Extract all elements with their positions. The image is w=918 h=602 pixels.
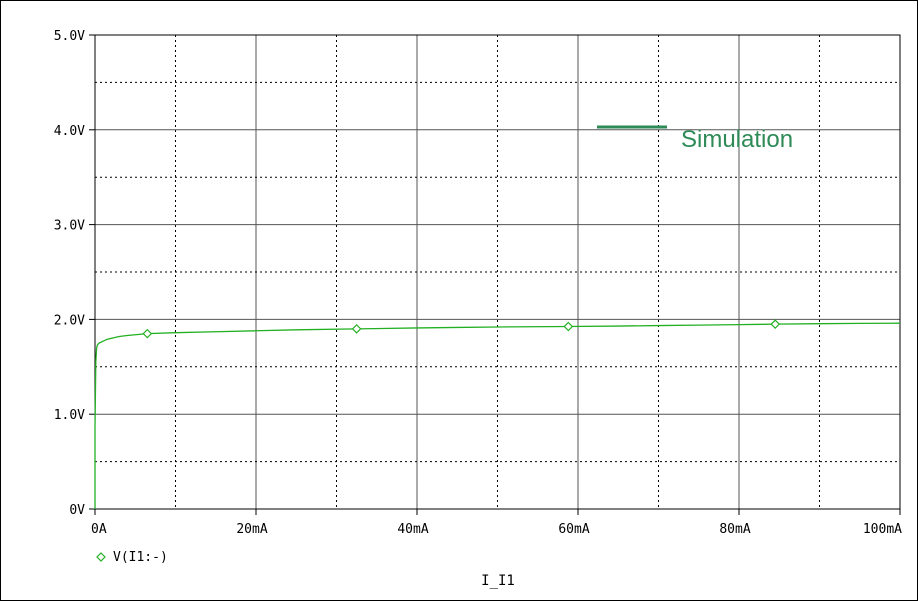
y-tick-label: 4.0V <box>54 124 85 139</box>
y-tick-label: 3.0V <box>54 219 85 234</box>
x-tick-label: 100mA <box>863 522 902 537</box>
series-line <box>94 322 901 428</box>
plot-area-border <box>94 34 901 510</box>
series-point-marker <box>770 319 781 329</box>
x-tick-label: 0A <box>91 522 107 537</box>
series-point-marker <box>563 321 574 332</box>
x-tick-label: 80mA <box>719 522 750 537</box>
legend-entry: V(I1:-) <box>113 550 168 565</box>
series-layer <box>94 322 901 509</box>
series-point-marker <box>351 324 362 334</box>
y-axis-ticks: 0V 1.0V 2.0V 3.0V 4.0V 5.0V <box>54 29 95 518</box>
series-point-marker <box>142 328 153 339</box>
x-tick-label: 20mA <box>236 522 267 537</box>
y-tick-label: 1.0V <box>54 408 85 423</box>
y-tick-label: 5.0V <box>54 29 85 44</box>
markers-layer <box>142 319 781 339</box>
y-tick-label: 2.0V <box>54 313 85 328</box>
simulation-annotation: Simulation <box>681 126 793 153</box>
x-tick-label: 40mA <box>397 522 428 537</box>
legend-marker-diamond-icon <box>96 552 106 562</box>
x-tick-label: 60mA <box>558 522 589 537</box>
x-axis-title: I_I1 <box>481 573 515 589</box>
y-tick-label: 0V <box>69 503 85 518</box>
x-axis-ticks: 0A 20mA 40mA 60mA 80mA 100mA <box>91 509 902 537</box>
grid <box>95 35 900 509</box>
